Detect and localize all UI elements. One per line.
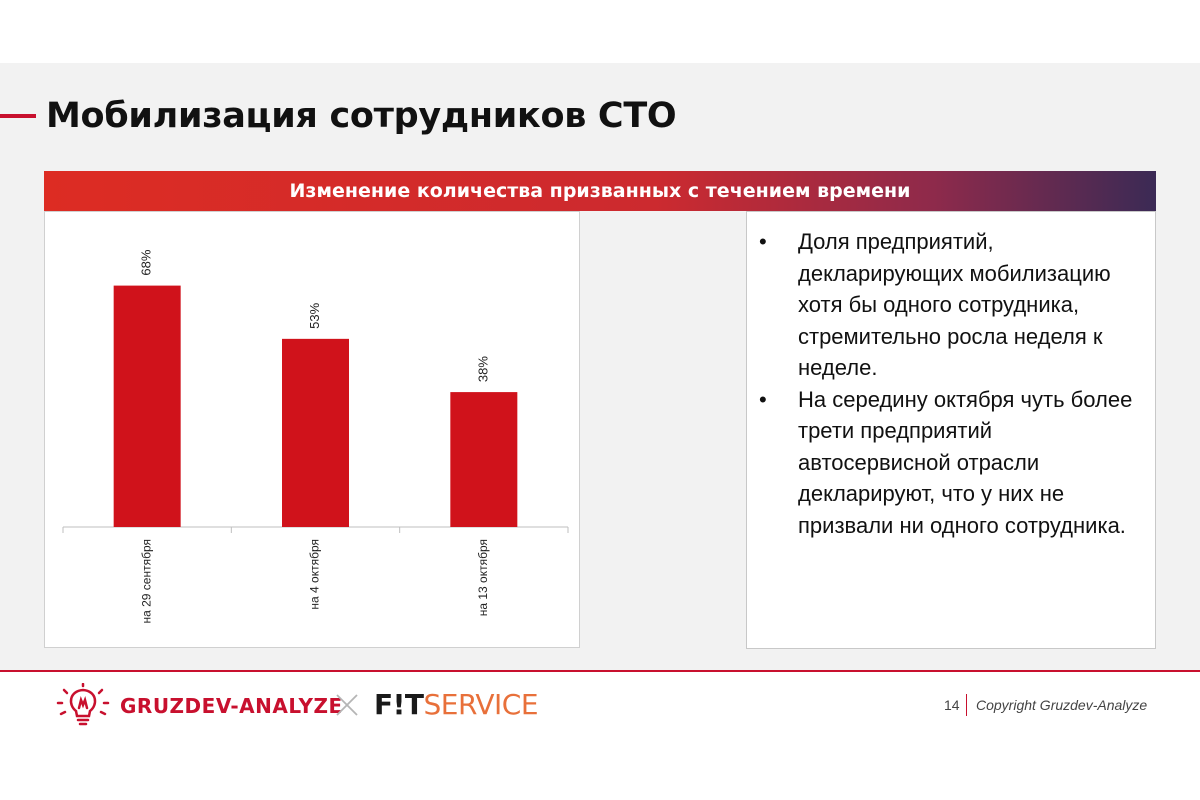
category-label: на 29 сентября [139,539,153,624]
lightbulb-icon [56,683,110,726]
bullet-item: • На середину октября чуть более трети п… [755,384,1137,542]
footer-divider [0,670,1200,672]
bar-value-label: 38% [475,356,490,382]
bar [113,285,181,527]
bar-chart: 68% на 29 сентября 53% на 4 октября 38% на 13… [62,249,569,624]
title-accent-bar [0,114,36,118]
bar-value-label: 53% [307,302,322,328]
bullet-list: • Доля предприятий, декларирующих мобили… [755,226,1137,541]
category-label: на 4 октября [308,539,322,610]
cross-icon [336,694,358,716]
page-number: 14 [944,697,960,713]
bar [282,338,349,527]
copyright-text: Copyright Gruzdev-Analyze [976,697,1148,713]
category-label: на 13 октября [476,539,490,616]
bullet-item: • Доля предприятий, декларирующих мобили… [755,226,1137,384]
fitservice-logo-fit: F!T [374,688,424,721]
bullet-dot: • [759,386,767,412]
gruzdev-analyze-logo-text: GRUZDEV-ANALYZE [120,694,343,718]
slide-title: Мобилизация сотрудников СТО [46,96,677,136]
text-panel: • Доля предприятий, декларирующих мобили… [746,211,1156,649]
chart-banner: Изменение количества призванных с течени… [44,171,1156,211]
bullet-dot: • [759,229,767,254]
bar-value-label: 68% [139,249,154,275]
bullet-text: Доля предприятий, декларирующих мобилиза… [798,229,1111,380]
page-number-divider [966,694,967,716]
bar [450,392,518,527]
fitservice-logo: F!TSERVICE [374,688,539,721]
bullet-text: На середину октября чуть более трети пре… [798,386,1133,538]
footer [0,672,1200,736]
chart-panel: 68% на 29 сентября 53% на 4 октября 38% на 13… [44,211,580,648]
fitservice-logo-service: SERVICE [423,688,539,721]
